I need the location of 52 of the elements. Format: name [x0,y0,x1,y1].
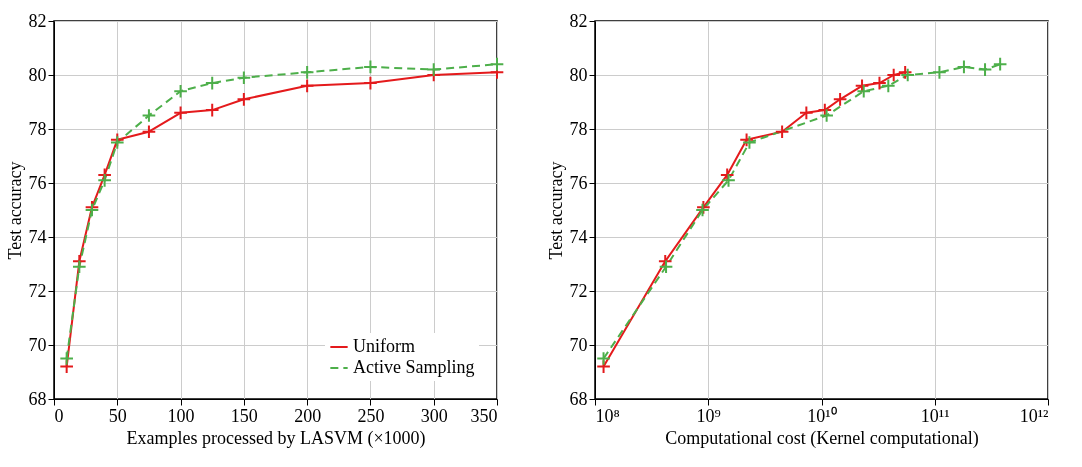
x-axis-title: Computational cost (Kernel computational) [665,427,979,449]
point [299,78,315,94]
legend-label: Active Sampling [353,357,475,377]
point [204,102,220,118]
y-tick-label: 82 [569,10,588,31]
legend-label: Uniform [353,336,415,356]
x-tick-label: 300 [420,405,448,426]
y-tick-label: 76 [569,172,588,193]
x-tick-label: 10¹¹ [920,405,950,426]
y-tick-label: 68 [569,388,588,409]
point [204,75,220,91]
y-tick-label: 80 [28,64,47,85]
point [71,259,87,275]
point [363,59,378,75]
y-tick-label: 72 [28,280,47,301]
x-axis-title: Examples processed by LASVM (×1000) [126,427,426,449]
y-tick-label: 72 [569,280,588,301]
y-tick-label: 78 [569,118,588,139]
point [173,105,188,121]
x-tick-label: 200 [294,405,322,426]
x-tick-label: 10⁹ [696,405,721,426]
x-tick-label: 10¹² [1019,405,1049,426]
y-axis-title: Test accuracy [545,161,566,260]
point [141,108,157,123]
x-tick-label: 250 [357,405,385,426]
point [59,351,74,366]
y-tick-label: 82 [28,10,47,31]
y-tick-label: 68 [28,388,47,409]
x-tick-label: 0 [54,405,64,426]
point [236,91,252,107]
x-tick-label: 10⁸ [595,405,620,426]
y-tick-label: 70 [28,334,47,355]
y-tick-label: 80 [569,64,588,85]
point [426,62,442,77]
point [97,172,112,188]
y-tick-label: 74 [569,226,588,247]
x-tick-label: 10¹⁰ [807,405,837,426]
y-tick-label: 78 [28,118,47,139]
point [489,56,505,72]
y-tick-label: 76 [28,172,47,193]
point [141,124,157,140]
x-tick-label: 100 [167,405,195,426]
y-axis-title: Test accuracy [4,161,25,260]
y-tick-label: 74 [28,226,47,247]
point [299,64,315,80]
x-tick-label: 150 [230,405,258,426]
point [173,83,188,99]
y-tick-label: 70 [569,334,588,355]
x-tick-label: 50 [108,405,127,426]
x-tick-label: 350 [470,405,498,426]
point [236,70,252,86]
point [363,75,378,91]
